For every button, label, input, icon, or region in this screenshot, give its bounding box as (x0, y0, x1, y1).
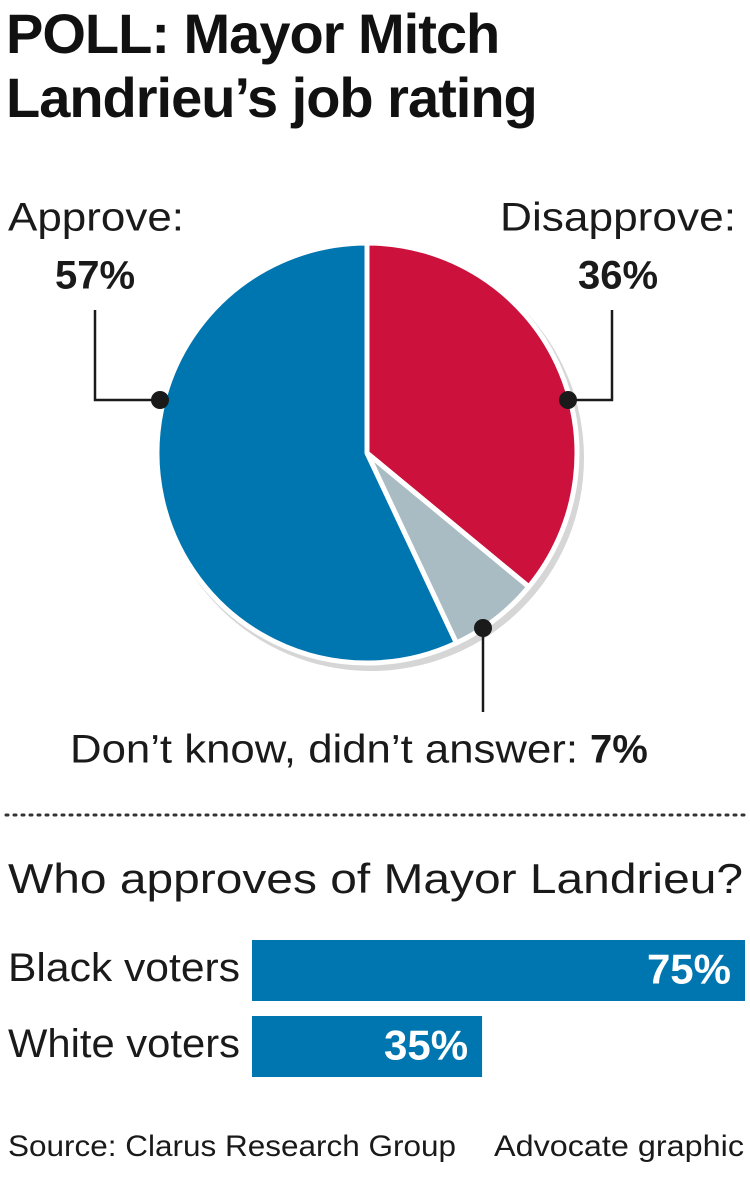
slice-label: Disapprove: (500, 196, 736, 240)
bar-value: 75% (647, 946, 731, 993)
callout-line (568, 310, 614, 402)
bar-title: Who approves of Mayor Landrieu? (8, 855, 743, 902)
bar-value: 35% (384, 1022, 468, 1069)
bar (252, 940, 745, 1001)
slice-label: Don’t know, didn’t answer: (70, 728, 578, 772)
pie-slice (154, 240, 459, 666)
bar-category: Black voters (8, 946, 240, 990)
slice-label: Approve: (8, 196, 184, 240)
callout-line (93, 310, 160, 402)
slice-value: 36% (578, 254, 658, 298)
source: Source: Clarus Research Group (8, 1130, 456, 1163)
callout-dot (474, 619, 492, 637)
slice-value: 7% (590, 728, 648, 772)
credit: Advocate graphic (494, 1130, 744, 1163)
callout-dot (559, 391, 577, 409)
title: POLL: Mayor Mitch Landrieu’s job rating (6, 2, 538, 129)
bar (252, 1016, 483, 1077)
pie-slice (364, 240, 580, 590)
callout-dot (151, 391, 169, 409)
slice-value: 57% (55, 254, 135, 298)
bar-category: White voters (8, 1022, 240, 1066)
